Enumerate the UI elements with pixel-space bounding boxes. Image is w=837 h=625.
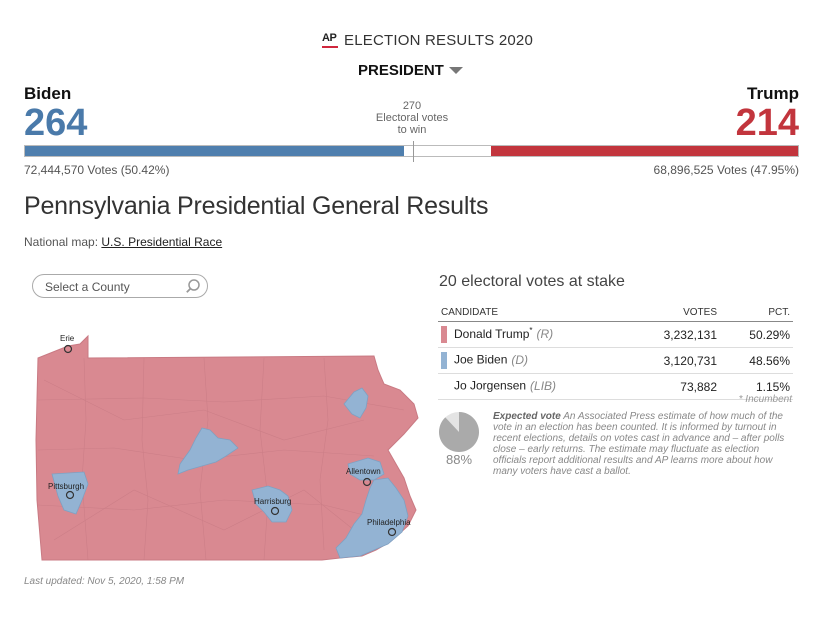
party-color-swatch: [441, 352, 447, 370]
ap-logo: AP: [322, 33, 338, 48]
county-search[interactable]: [32, 274, 208, 298]
candidate-cell: Joe Biden (D): [438, 347, 628, 375]
results-header-row: CANDIDATE VOTES PCT.: [438, 304, 793, 322]
race-selector-label: PRESIDENT: [358, 62, 444, 79]
threshold-number: 270: [402, 100, 422, 112]
race-selector[interactable]: PRESIDENT: [358, 62, 463, 79]
incumbent-note: * Incumbent: [738, 394, 792, 405]
search-icon[interactable]: [185, 278, 201, 294]
national-map-line: National map: U.S. Presidential Race: [24, 235, 222, 249]
expected-vote-label: Expected vote: [493, 411, 561, 422]
threshold-label: 270 Electoral votes to win: [362, 100, 462, 136]
city-label-pittsburgh: Pittsburgh: [48, 482, 84, 491]
city-allentown: Allentown: [346, 467, 381, 487]
table-row: Donald Trump* (R) 3,232,131 50.29%: [438, 321, 793, 349]
candidate-cell: Donald Trump* (R): [438, 321, 628, 349]
candidate-pct: 48.56%: [720, 347, 793, 375]
electoral-votes-at-stake: 20 electoral votes at stake: [439, 273, 625, 290]
city-label-allentown: Allentown: [346, 467, 381, 476]
candidate-pct: 1.15%: [720, 373, 793, 401]
candidate-party: (D): [511, 353, 529, 367]
candidate-name: Donald Trump: [454, 327, 530, 341]
candidate-name: Jo Jorgensen: [454, 379, 527, 393]
city-label-philadelphia: Philadelphia: [367, 518, 411, 527]
city-label-harrisburg: Harrisburg: [254, 497, 291, 506]
column-votes: VOTES: [627, 304, 720, 322]
candidate-name: Joe Biden: [454, 353, 508, 367]
trump-electoral-votes: 214: [735, 102, 799, 144]
pennsylvania-county-map[interactable]: Erie Pittsburgh Harrisburg Allentown Phi…: [24, 300, 424, 565]
city-pittsburgh: Pittsburgh: [48, 482, 84, 500]
candidate-votes: 3,120,731: [627, 347, 720, 375]
biden-bar-segment: [25, 146, 405, 156]
page-title: Pennsylvania Presidential General Result…: [24, 192, 489, 220]
expected-vote-percent: 88%: [445, 452, 473, 467]
biden-name: Biden: [24, 84, 72, 103]
county-search-input[interactable]: [43, 279, 187, 295]
candidate-votes: 3,232,131: [627, 321, 720, 349]
biden-counties[interactable]: [51, 387, 409, 559]
chevron-down-icon: [448, 67, 463, 74]
national-map-link[interactable]: U.S. Presidential Race: [101, 235, 223, 249]
column-candidate: CANDIDATE: [438, 304, 628, 322]
biden-electoral-votes: 264: [24, 102, 88, 144]
candidate-cell: Jo Jorgensen (LIB): [438, 373, 628, 401]
expected-vote-pie: [439, 412, 480, 452]
electoral-vote-bar: [24, 141, 799, 162]
last-updated: Last updated: Nov 5, 2020, 1:58 PM: [24, 576, 185, 587]
expected-vote-pie-fill: [439, 412, 480, 452]
results-table: CANDIDATE VOTES PCT. Donald Trump* (R) 3,…: [438, 304, 793, 401]
candidate-pct: 50.29%: [720, 321, 793, 349]
threshold-marker: [412, 141, 414, 162]
city-label-erie: Erie: [60, 334, 75, 343]
threshold-text-2: to win: [397, 124, 427, 136]
trump-popular-votes: 68,896,525 Votes (47.95%): [653, 163, 799, 177]
trump-name: Trump: [747, 84, 799, 103]
party-color-swatch: [441, 326, 447, 344]
app-title: ELECTION RESULTS 2020: [344, 32, 533, 49]
city-harrisburg: Harrisburg: [254, 497, 291, 516]
city-erie: Erie: [60, 334, 75, 354]
threshold-text-1: Electoral votes: [375, 112, 449, 124]
expected-vote-note: Expected vote An Associated Press estima…: [493, 411, 793, 477]
national-map-prefix: National map:: [24, 235, 99, 249]
biden-popular-votes: 72,444,570 Votes (50.42%): [24, 163, 170, 177]
incumbent-mark: *: [529, 326, 533, 335]
state-shape[interactable]: [35, 334, 419, 561]
candidate-party: (LIB): [530, 379, 557, 393]
column-pct: PCT.: [720, 304, 793, 322]
city-philadelphia: Philadelphia: [367, 518, 411, 537]
table-row: Joe Biden (D) 3,120,731 48.56%: [438, 347, 793, 375]
candidate-votes: 73,882: [627, 373, 720, 401]
table-row: Jo Jorgensen (LIB) 73,882 1.15%: [438, 373, 793, 401]
expected-vote-text: An Associated Press estimate of how much…: [493, 411, 785, 477]
trump-bar-segment: [490, 146, 798, 156]
candidate-party: (R): [536, 327, 554, 341]
